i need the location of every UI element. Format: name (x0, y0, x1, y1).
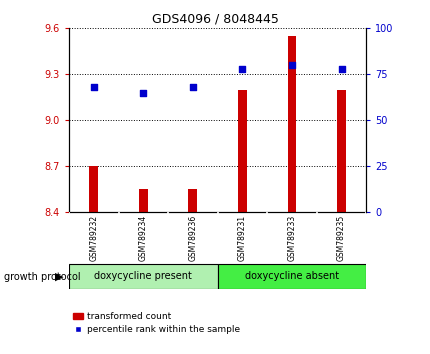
Bar (89, 166, 98, 212)
Point (90, 84, 97, 90)
Text: GSM789236: GSM789236 (188, 215, 197, 261)
Text: GSM789232: GSM789232 (89, 215, 98, 261)
Point (189, 84, 196, 90)
Bar (138, 189, 147, 212)
Point (288, 62, 295, 68)
Bar (69, 264, 217, 289)
Text: GSM789235: GSM789235 (336, 215, 345, 261)
Bar (217, 264, 366, 289)
Point (338, 66, 344, 72)
Legend: transformed count, percentile rank within the sample: transformed count, percentile rank withi… (73, 313, 240, 334)
Bar (287, 36, 296, 212)
Text: GDS4096 / 8048445: GDS4096 / 8048445 (152, 12, 278, 25)
Point (239, 66, 246, 72)
Text: doxycycline absent: doxycycline absent (244, 272, 338, 281)
Text: ▶: ▶ (55, 272, 64, 282)
Text: growth protocol: growth protocol (4, 272, 81, 282)
Text: GSM789231: GSM789231 (237, 215, 246, 261)
Text: doxycycline present: doxycycline present (94, 272, 192, 281)
Bar (336, 90, 345, 212)
Text: GSM789234: GSM789234 (138, 215, 147, 261)
Text: GSM789233: GSM789233 (287, 215, 296, 261)
Point (140, 90, 147, 96)
Bar (237, 90, 246, 212)
Bar (188, 189, 197, 212)
